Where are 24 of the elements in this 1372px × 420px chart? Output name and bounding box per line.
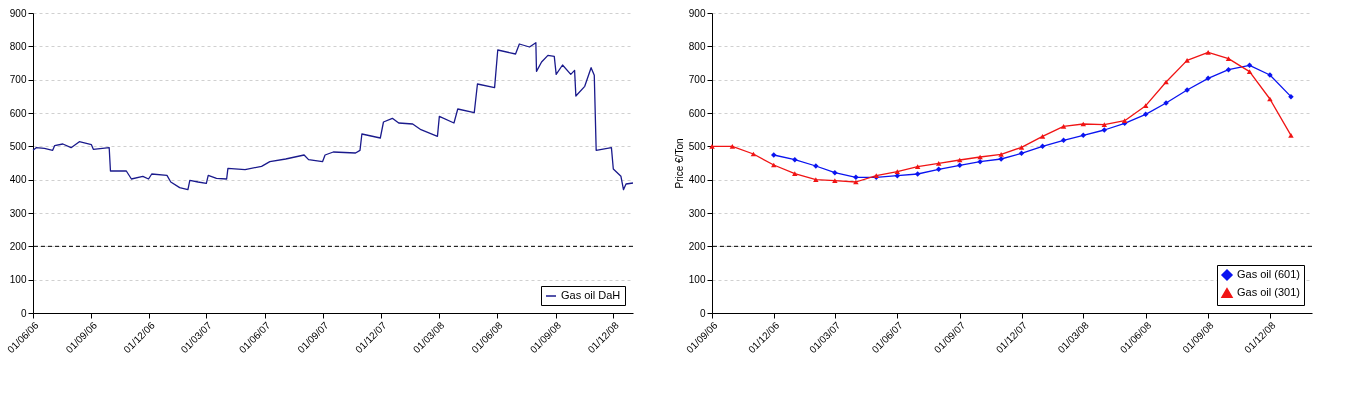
y-tick-label: 200 [688, 240, 706, 252]
y-tick-label: 900 [9, 7, 27, 19]
y-tick-label: 500 [9, 140, 27, 152]
y-tick-label: 0 [699, 307, 706, 319]
legend-label: Gas oil (601) [1237, 268, 1300, 280]
y-tick-label: 900 [688, 7, 706, 19]
y-tick-label: 100 [688, 274, 706, 286]
y-tick-label: 300 [9, 207, 27, 219]
y-tick-label: 100 [9, 274, 27, 286]
y-tick-label: 800 [9, 40, 27, 52]
y-axis-title: Price €/Ton [673, 138, 685, 189]
legend-label: Gas oil (301) [1237, 286, 1300, 298]
y-tick-label: 800 [688, 40, 706, 52]
y-tick-label: 0 [20, 307, 27, 319]
y-tick-label: 300 [688, 207, 706, 219]
y-tick-label: 200 [9, 240, 27, 252]
y-tick-label: 500 [688, 140, 706, 152]
y-tick-label: 600 [688, 107, 706, 119]
y-tick-label: 700 [688, 74, 706, 86]
legend-label: Gas oil DaH [561, 289, 621, 301]
y-tick-label: 400 [688, 174, 706, 186]
y-tick-label: 400 [9, 174, 27, 186]
y-tick-label: 700 [9, 74, 27, 86]
y-tick-label: 600 [9, 107, 27, 119]
